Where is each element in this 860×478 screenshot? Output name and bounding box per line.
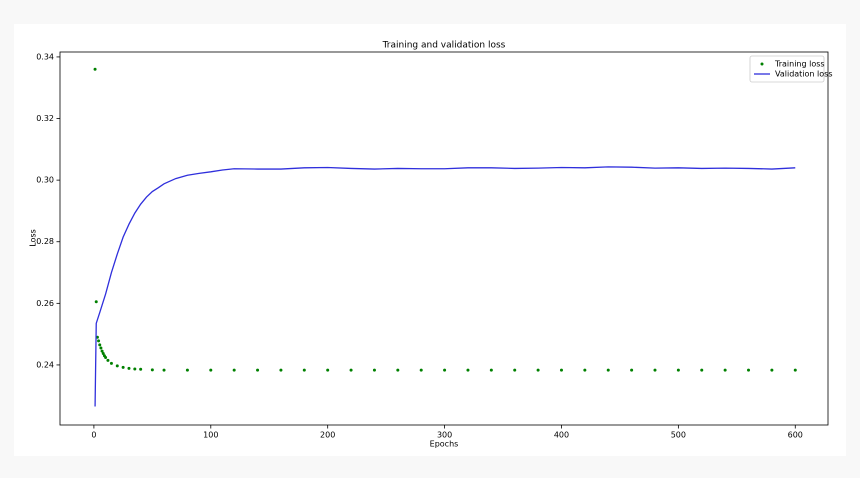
training-point — [372, 368, 376, 372]
x-tick-label: 100 — [203, 431, 218, 440]
training-point — [121, 365, 125, 369]
training-point — [133, 367, 137, 371]
training-point — [793, 368, 797, 372]
x-axis-label: Epochs — [430, 440, 459, 449]
training-point — [279, 368, 283, 372]
training-point — [97, 339, 101, 343]
training-point — [99, 346, 103, 350]
training-point — [419, 368, 423, 372]
training-point — [700, 368, 704, 372]
y-tick-label: 0.26 — [36, 299, 54, 308]
training-point — [513, 368, 517, 372]
training-point — [583, 368, 587, 372]
x-tick-label: 500 — [671, 431, 686, 440]
training-point — [109, 361, 113, 365]
training-point — [770, 368, 774, 372]
training-point — [559, 368, 563, 372]
legend-label: Validation loss — [775, 70, 833, 79]
validation-line — [94, 166, 796, 407]
y-tick-label: 0.34 — [36, 52, 54, 61]
training-point — [723, 368, 727, 372]
training-point — [139, 367, 143, 371]
training-point — [209, 368, 213, 372]
training-point — [443, 368, 447, 372]
training-point — [349, 368, 353, 372]
y-tick-label: 0.32 — [36, 114, 54, 123]
chart-title: Training and validation loss — [382, 41, 506, 51]
training-point — [466, 368, 470, 372]
training-point — [100, 349, 104, 353]
training-point — [606, 368, 610, 372]
training-point — [653, 368, 657, 372]
y-axis-label: Loss — [29, 229, 38, 247]
training-point — [106, 358, 110, 362]
training-point — [536, 368, 540, 372]
legend-label: Training loss — [774, 60, 825, 69]
training-point — [256, 368, 260, 372]
x-tick-label: 400 — [554, 431, 569, 440]
y-tick-label: 0.24 — [36, 360, 54, 369]
training-point — [162, 368, 166, 372]
training-point — [396, 368, 400, 372]
training-point — [302, 368, 306, 372]
training-point — [93, 67, 97, 71]
training-point — [98, 343, 102, 347]
figure — [14, 24, 846, 456]
x-tick-label: 0 — [91, 431, 96, 440]
legend-marker — [760, 62, 764, 66]
training-point — [747, 368, 751, 372]
x-tick-label: 200 — [320, 431, 335, 440]
x-tick-label: 600 — [788, 431, 803, 440]
training-point — [94, 300, 98, 304]
training-point — [115, 364, 119, 368]
training-point — [676, 368, 680, 372]
y-tick-label: 0.28 — [36, 237, 54, 246]
training-point — [127, 366, 131, 370]
training-point — [489, 368, 493, 372]
training-point — [185, 368, 189, 372]
training-point — [150, 368, 154, 372]
training-point — [630, 368, 634, 372]
plot-frame — [59, 51, 829, 426]
x-tick-label: 300 — [437, 431, 452, 440]
y-tick-label: 0.30 — [36, 176, 54, 185]
training-point — [104, 356, 108, 360]
training-point — [326, 368, 330, 372]
legend-box — [749, 55, 825, 83]
training-point — [232, 368, 236, 372]
